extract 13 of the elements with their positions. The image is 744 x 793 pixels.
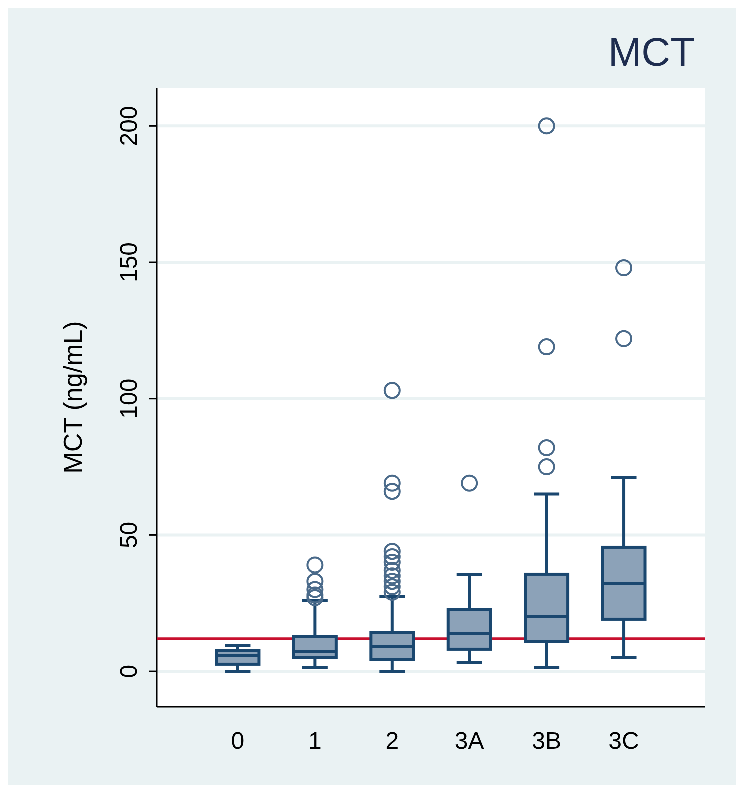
y-tick-label: 100 — [116, 378, 143, 419]
x-tick-label: 1 — [308, 728, 322, 755]
x-tick-label: 0 — [231, 728, 245, 755]
y-tick-label: 50 — [116, 522, 143, 549]
x-tick-label: 2 — [386, 728, 400, 755]
y-tick-label: 150 — [116, 242, 143, 283]
x-tick-label: 3C — [608, 728, 640, 755]
y-tick-label: 200 — [116, 106, 143, 146]
x-tick-label: 3B — [532, 728, 562, 755]
y-axis-title: MCT (ng/mL) — [58, 321, 88, 474]
x-tick-label: 3A — [454, 728, 484, 755]
chart-title: MCT — [608, 31, 695, 75]
y-tick-label: 0 — [116, 664, 143, 678]
